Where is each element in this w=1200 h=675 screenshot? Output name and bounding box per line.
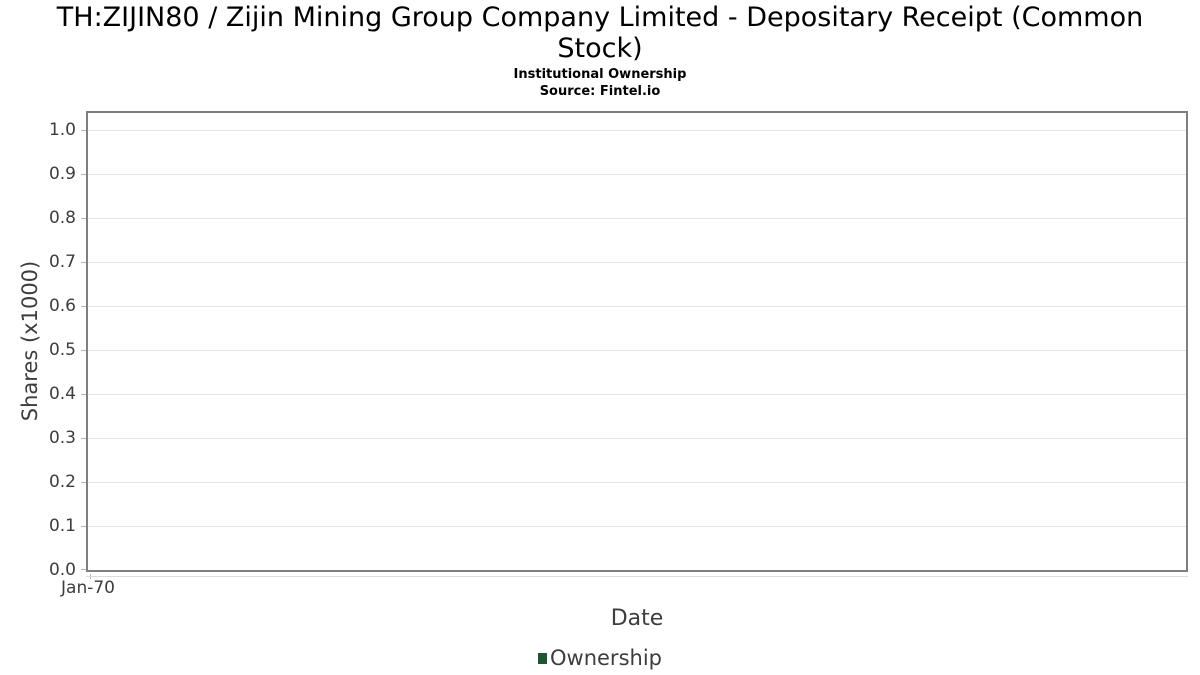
gridline	[88, 218, 1186, 219]
y-tick-label: 0.1	[48, 516, 76, 536]
gridline	[88, 174, 1186, 175]
gridline	[88, 482, 1186, 483]
x-axis-tick-labels: Jan-70	[61, 578, 1188, 602]
legend-label[interactable]: Ownership	[550, 646, 662, 670]
y-tick-label: 0.3	[48, 428, 76, 448]
y-tick-label: 0.9	[48, 164, 76, 184]
y-tick-mark	[81, 218, 86, 219]
y-tick-label: 0.0	[48, 560, 76, 580]
legend-marker-square-icon[interactable]	[538, 652, 547, 664]
gridline	[88, 306, 1186, 307]
x-axis-line	[86, 576, 1188, 577]
x-tick-label: Jan-70	[61, 578, 115, 598]
y-tick-mark	[81, 569, 86, 570]
y-tick-label: 0.8	[48, 208, 76, 228]
y-tick-mark	[81, 438, 86, 439]
chart-title: TH:ZIJIN80 / Zijin Mining Group Company …	[56, 2, 1144, 64]
y-tick-label: 0.4	[48, 384, 76, 404]
gridline	[88, 526, 1186, 527]
y-tick-label: 0.6	[48, 296, 76, 316]
gridline	[88, 394, 1186, 395]
y-tick-mark	[81, 130, 86, 131]
gridline	[88, 438, 1186, 439]
x-axis-title: Date	[610, 606, 664, 631]
y-tick-label: 0.5	[48, 340, 76, 360]
gridline	[88, 350, 1186, 351]
y-tick-mark	[81, 482, 86, 483]
y-tick-mark	[81, 306, 86, 307]
chart-subtitle: Institutional Ownership	[513, 67, 687, 82]
y-tick-mark	[81, 526, 86, 527]
y-tick-label: 1.0	[48, 120, 76, 140]
legend: Ownership	[0, 646, 1200, 670]
gridline	[88, 262, 1186, 263]
y-tick-mark	[81, 262, 86, 263]
y-tick-mark	[81, 174, 86, 175]
y-tick-label: 0.2	[48, 472, 76, 492]
gridline	[88, 130, 1186, 131]
y-tick-label: 0.7	[48, 252, 76, 272]
y-axis-tick-labels: 0.0 0.1 0.2 0.3 0.4 0.5 0.6 0.7 0.8 0.9 1.0	[0, 113, 76, 580]
y-tick-mark	[81, 350, 86, 351]
chart-source: Source: Fintel.io	[539, 84, 661, 99]
plot-area	[81, 111, 1188, 579]
y-tick-mark	[81, 394, 86, 395]
